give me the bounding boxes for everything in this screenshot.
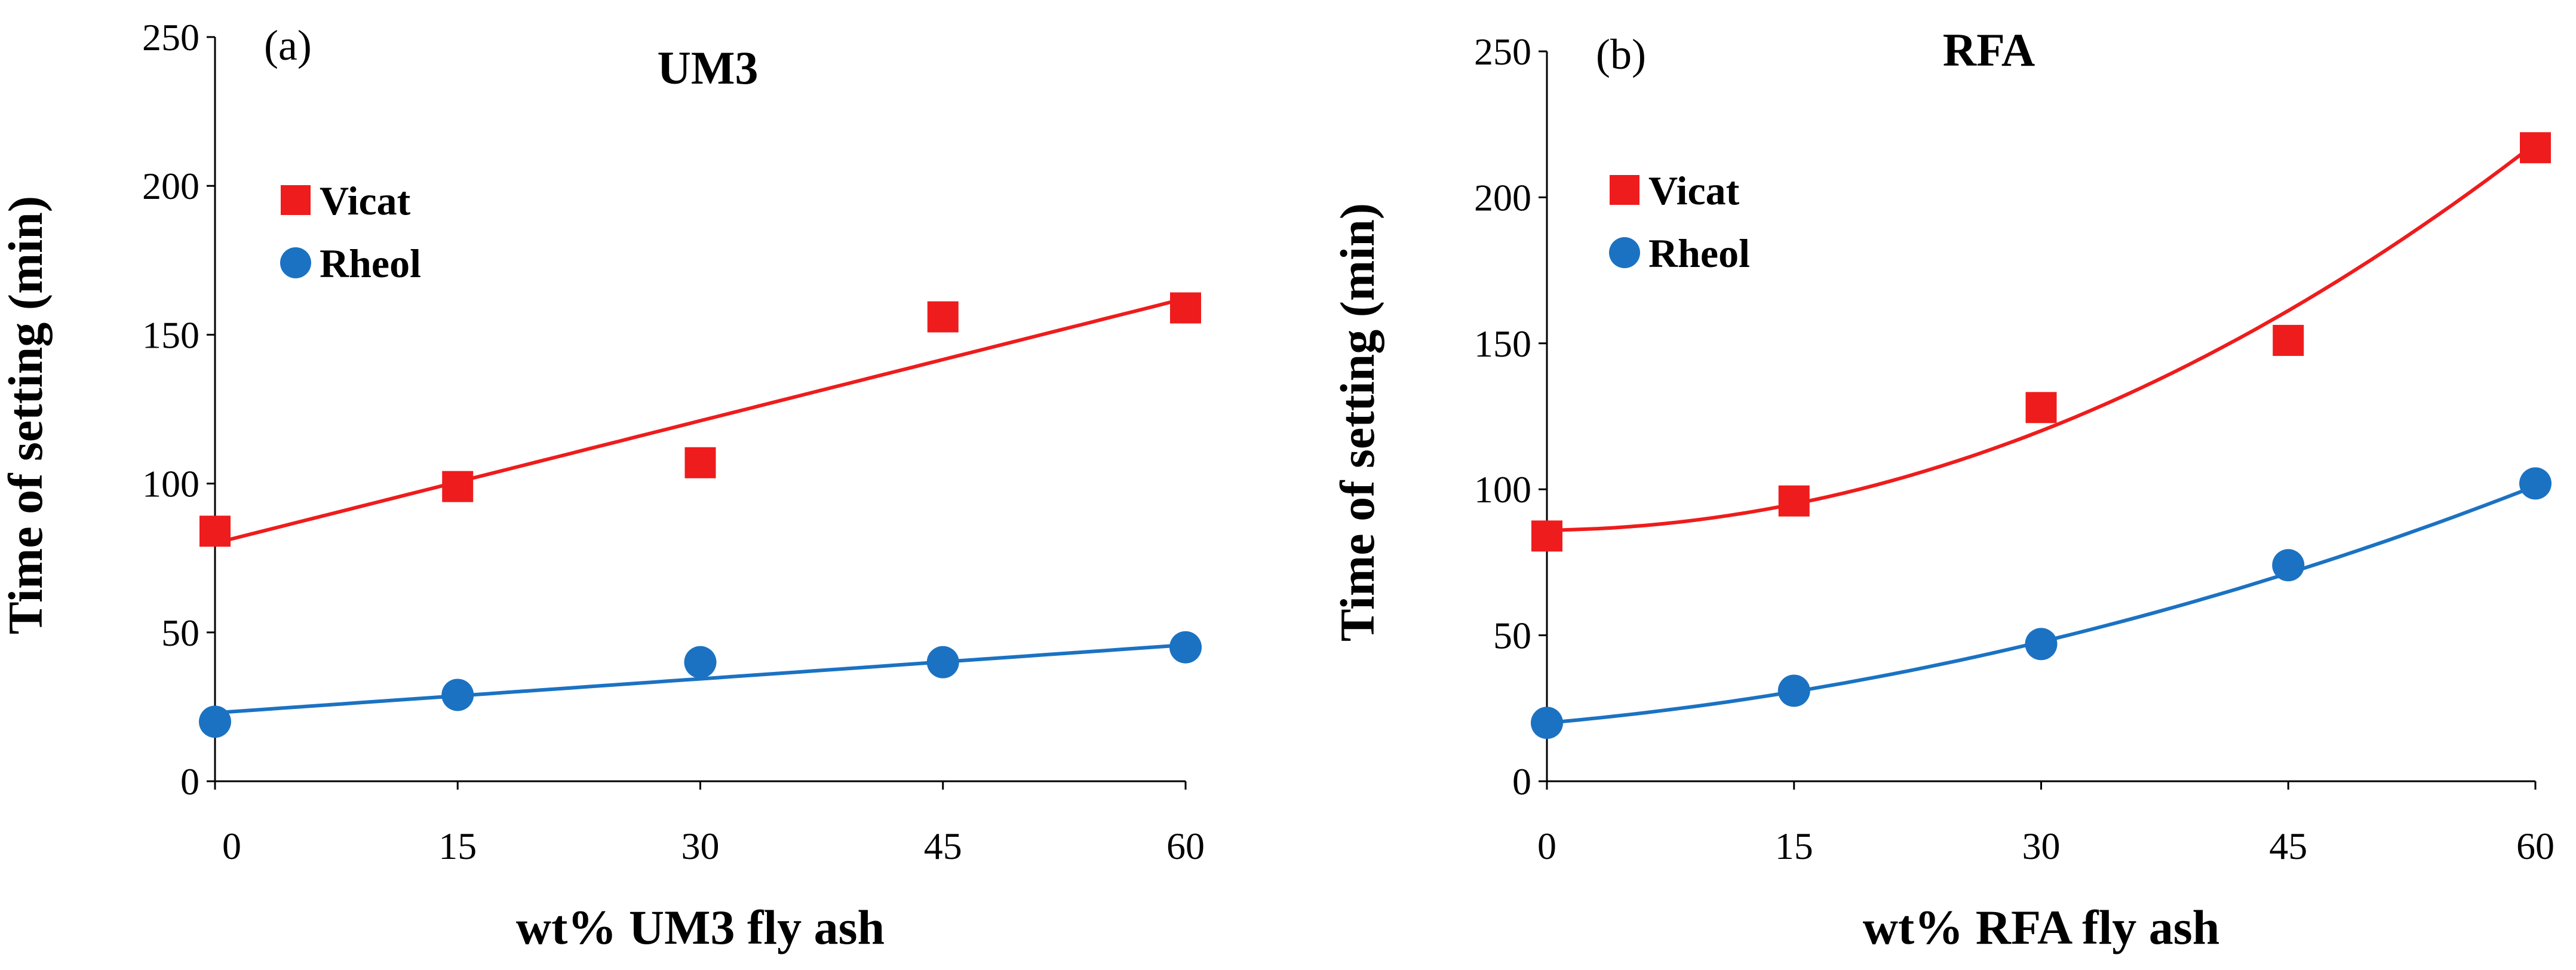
y-tick-label: 100	[1474, 468, 1531, 511]
legend-marker-rheol	[280, 247, 311, 278]
panel-label: (a)	[264, 22, 312, 69]
y-tick-label: 0	[1512, 760, 1531, 803]
x-tick-label: 60	[2516, 825, 2554, 867]
y-tick-label: 150	[142, 314, 199, 356]
data-point-vicat	[199, 515, 231, 547]
y-axis-title: Time of setting (min)	[1330, 203, 1384, 641]
data-point-vicat	[927, 301, 959, 333]
data-point-vicat	[684, 447, 716, 478]
data-point-vicat	[2273, 324, 2304, 356]
data-point-rheol	[199, 705, 231, 738]
data-point-rheol	[2025, 628, 2058, 661]
y-tick-label: 200	[1474, 176, 1531, 219]
y-tick-label: 250	[142, 16, 199, 59]
legend-label-rheol: Rheol	[1648, 231, 1750, 276]
chart-title: UM3	[658, 42, 759, 94]
data-point-vicat	[2520, 132, 2551, 164]
chart-panel-a: 0 50 100 150 200 250 0 15 30 45 60 wt% UM3 fly ash T…	[0, 16, 1205, 954]
data-point-rheol	[1169, 631, 1202, 664]
data-point-vicat	[1778, 485, 1810, 517]
trend-line-vicat	[1546, 142, 2537, 532]
legend-label-rheol: Rheol	[320, 241, 421, 286]
data-point-rheol	[2272, 549, 2305, 582]
legend-label-vicat: Vicat	[1648, 168, 1740, 213]
legend-marker-rheol	[1609, 237, 1640, 268]
x-tick-label: 45	[2269, 825, 2307, 867]
legend-marker-vicat	[1610, 175, 1639, 205]
data-point-rheol	[2519, 467, 2552, 500]
data-point-vicat	[2025, 392, 2057, 423]
x-tick-label: 15	[1775, 825, 1813, 867]
data-point-rheol	[1531, 707, 1563, 739]
x-tick-label: 0	[222, 825, 241, 867]
trend-line-vicat	[214, 296, 1186, 545]
x-tick-label: 0	[1537, 825, 1556, 867]
y-tick-label: 150	[1474, 323, 1531, 365]
data-point-rheol	[926, 646, 959, 679]
y-tick-label: 250	[1474, 30, 1531, 73]
data-point-rheol	[441, 679, 474, 711]
data-point-rheol	[1777, 674, 1810, 707]
y-tick-label: 200	[142, 165, 199, 207]
x-axis-title: wt% RFA fly ash	[1863, 900, 2220, 954]
data-point-vicat	[442, 471, 474, 502]
y-tick-label: 50	[1493, 615, 1531, 657]
x-tick-label: 45	[924, 825, 962, 867]
y-axis-title: Time of setting (min)	[0, 196, 53, 634]
trend-line-rheol	[214, 643, 1186, 715]
chart-panel-b: 0 50 100 150 200 250 0 15 30 45 60 wt% RFA fly ash T…	[1330, 24, 2554, 954]
chart-title: RFA	[1943, 24, 2035, 76]
y-tick-label: 100	[142, 463, 199, 505]
data-point-vicat	[1531, 520, 1562, 552]
x-tick-label: 30	[681, 825, 720, 867]
legend-marker-vicat	[281, 185, 311, 215]
y-tick-label: 0	[180, 760, 199, 803]
panel-label: (b)	[1596, 30, 1646, 78]
x-tick-label: 60	[1166, 825, 1205, 867]
x-axis-title: wt% UM3 fly ash	[516, 900, 885, 954]
y-tick-label: 50	[161, 612, 199, 654]
data-point-vicat	[1170, 292, 1201, 324]
x-tick-label: 30	[2022, 825, 2061, 867]
x-tick-label: 15	[438, 825, 477, 867]
legend-label-vicat: Vicat	[320, 178, 411, 223]
data-point-rheol	[684, 646, 717, 679]
